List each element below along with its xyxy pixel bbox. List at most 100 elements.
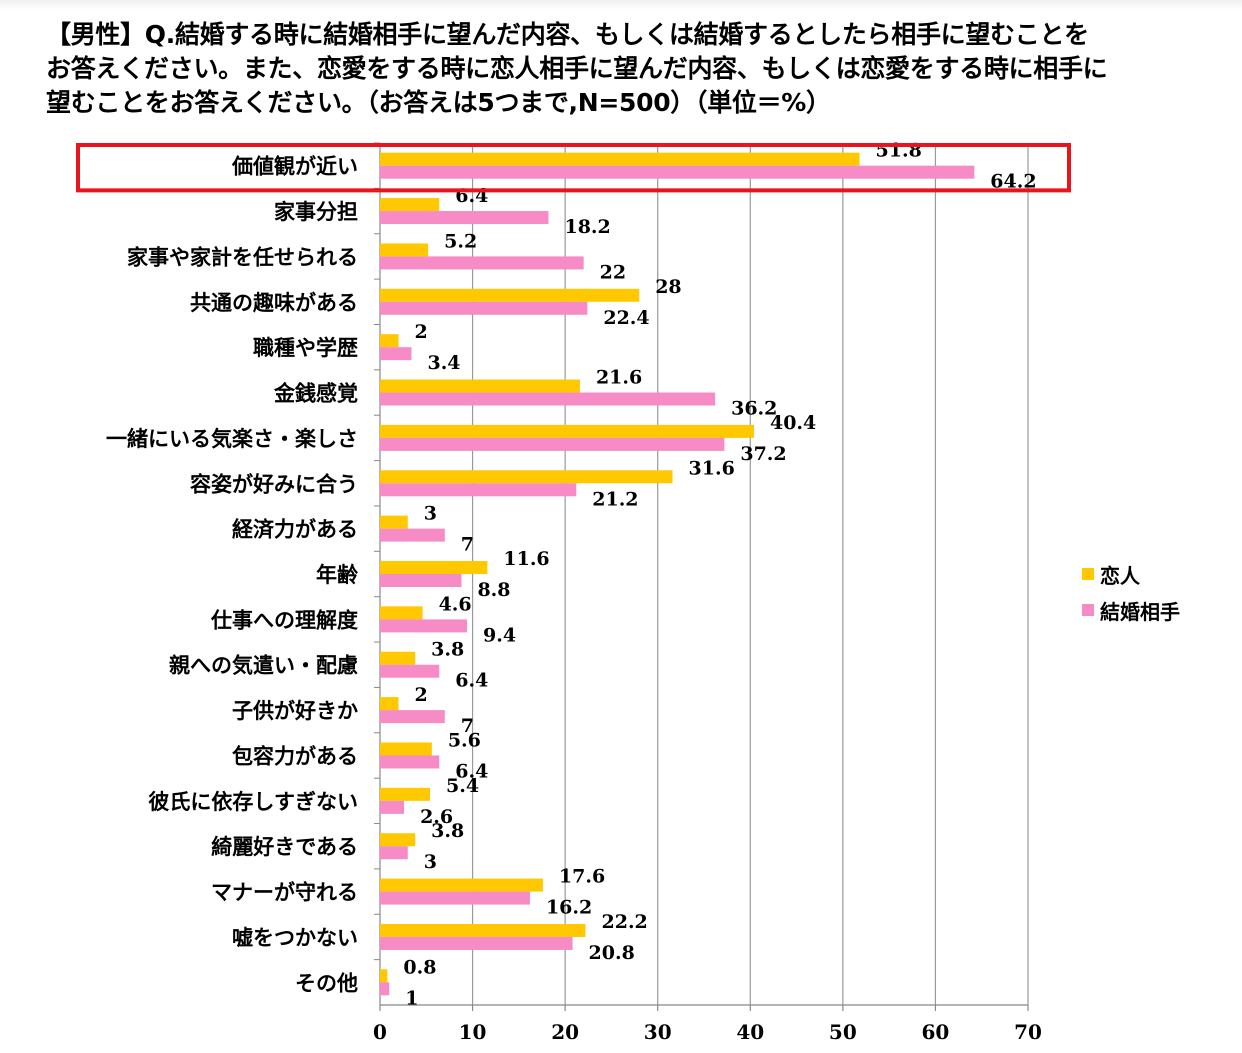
bar-series1 [380, 969, 388, 983]
bar-series2 [380, 211, 549, 225]
data-label-series1: 6.4 [455, 185, 488, 207]
category-label: 家事や家計を任せられる [127, 244, 358, 269]
bar-series1 [380, 379, 580, 393]
data-label-series2: 2.6 [420, 806, 453, 828]
x-tick-label: 60 [922, 1020, 950, 1044]
category-label: 子供が好きか [232, 698, 358, 723]
category-label: マナーが守れる [211, 880, 358, 905]
data-label-series2: 7 [461, 534, 474, 556]
category-label: 容姿が好みに合う [190, 471, 358, 496]
bar-series2 [380, 936, 573, 950]
bar-series1 [380, 515, 408, 529]
bar-series1 [380, 424, 754, 438]
legend-item-series1: 恋人 [1082, 556, 1180, 592]
category-label: 経済力がある [232, 517, 358, 542]
bar-series1 [380, 697, 399, 711]
category-label: 仕事への理解度 [210, 607, 358, 632]
category-label: 綺麗好きである [211, 834, 358, 859]
bar-series1 [380, 470, 673, 484]
category-label: 共通の趣味がある [190, 290, 358, 315]
category-label: 金銭感覚 [273, 381, 358, 406]
bar-series1 [380, 742, 432, 756]
bar-series1 [380, 561, 488, 574]
data-label-series2: 8.8 [477, 579, 510, 601]
x-tick-label: 30 [644, 1020, 672, 1044]
category-label: 親への気遣い・配慮 [169, 653, 358, 678]
data-label-series2: 36.2 [731, 398, 777, 420]
data-label-series1: 2 [415, 321, 428, 343]
bar-series2 [380, 710, 445, 724]
data-label-series1: 5.2 [444, 230, 477, 252]
data-label-series1: 5.6 [448, 729, 481, 751]
category-label: 価値観が近い [231, 154, 358, 179]
bar-series1 [380, 787, 430, 801]
bar-series2 [380, 347, 412, 361]
bar-series2 [380, 483, 577, 497]
data-label-series1: 40.4 [770, 412, 816, 434]
data-label-series2: 6.4 [455, 670, 488, 692]
data-label-series1: 3.8 [431, 820, 464, 842]
category-label: 嘘をつかない [232, 925, 358, 950]
bar-series2 [380, 392, 716, 406]
bar-series1 [380, 923, 586, 937]
bar-series2 [380, 664, 440, 678]
data-label-series2: 1 [405, 987, 418, 1009]
x-tick-label: 0 [373, 1020, 387, 1044]
x-tick-label: 70 [1014, 1020, 1042, 1044]
data-label-series1: 2 [415, 684, 428, 706]
bar-series2 [380, 755, 440, 769]
data-label-series2: 22.4 [603, 307, 649, 329]
data-label-series1: 21.6 [596, 367, 642, 389]
category-label: その他 [295, 970, 358, 995]
highlight-box [76, 143, 1071, 193]
category-label: 職種や学歴 [253, 335, 358, 360]
legend-label-series2: 結婚相手 [1100, 599, 1180, 624]
data-label-series2: 64.2 [990, 171, 1036, 193]
bar-series1 [380, 334, 399, 348]
data-label-series1: 31.6 [689, 457, 735, 479]
data-label-series2: 16.2 [546, 897, 592, 919]
data-label-series2: 9.4 [483, 624, 516, 646]
bar-series1 [380, 606, 423, 620]
data-label-series2: 21.2 [592, 488, 638, 510]
bar-series2 [380, 800, 405, 814]
data-label-series2: 6.4 [455, 760, 488, 782]
data-label-series1: 3 [424, 503, 437, 525]
category-label: 包容力がある [232, 743, 358, 768]
top-shadow-bar [0, 0, 1242, 10]
bar-series2 [380, 619, 468, 633]
legend-swatch-series1 [1082, 568, 1094, 580]
bar-series2 [380, 846, 408, 860]
category-label: 家事分担 [274, 199, 358, 224]
bar-series1 [380, 198, 440, 212]
data-label-series2: 3 [424, 851, 437, 873]
data-label-series2: 37.2 [740, 443, 786, 465]
category-label: 年齢 [316, 562, 359, 587]
data-label-series1: 4.6 [439, 593, 472, 615]
legend-swatch-series2 [1082, 604, 1094, 616]
category-label: 彼氏に依存しすぎない [148, 789, 358, 814]
data-label-series1: 22.2 [602, 911, 648, 933]
data-label-series1: 0.8 [403, 956, 436, 978]
bar-series2 [380, 982, 390, 996]
bar-series2 [380, 301, 588, 315]
category-label: 一緒にいる気楽さ・楽しさ [106, 426, 358, 451]
x-tick-label: 20 [551, 1020, 579, 1044]
bar-series2 [380, 256, 584, 270]
bar-series1 [380, 152, 860, 166]
bar-series2 [380, 574, 462, 587]
data-label-series2: 3.4 [427, 352, 460, 374]
title-line-2: お答えください。また、恋愛をする時に恋人相手に望んだ内容、もしくは恋愛をする時に… [46, 54, 1108, 83]
data-label-series2: 22 [600, 261, 626, 283]
data-label-series1: 5.4 [446, 775, 479, 797]
bar-series2 [380, 437, 725, 451]
chart-title: 【男性】Q.結婚する時に結婚相手に望んだ内容、もしくは結婚するとしたら相手に望む… [46, 18, 1226, 120]
data-label-series1: 11.6 [503, 548, 549, 570]
bar-series1 [380, 833, 416, 847]
x-tick-label: 10 [459, 1020, 487, 1044]
data-label-series1: 51.8 [876, 140, 922, 162]
bar-series2 [380, 528, 445, 542]
bar-series2 [380, 891, 530, 905]
data-label-series1: 28 [655, 276, 681, 298]
